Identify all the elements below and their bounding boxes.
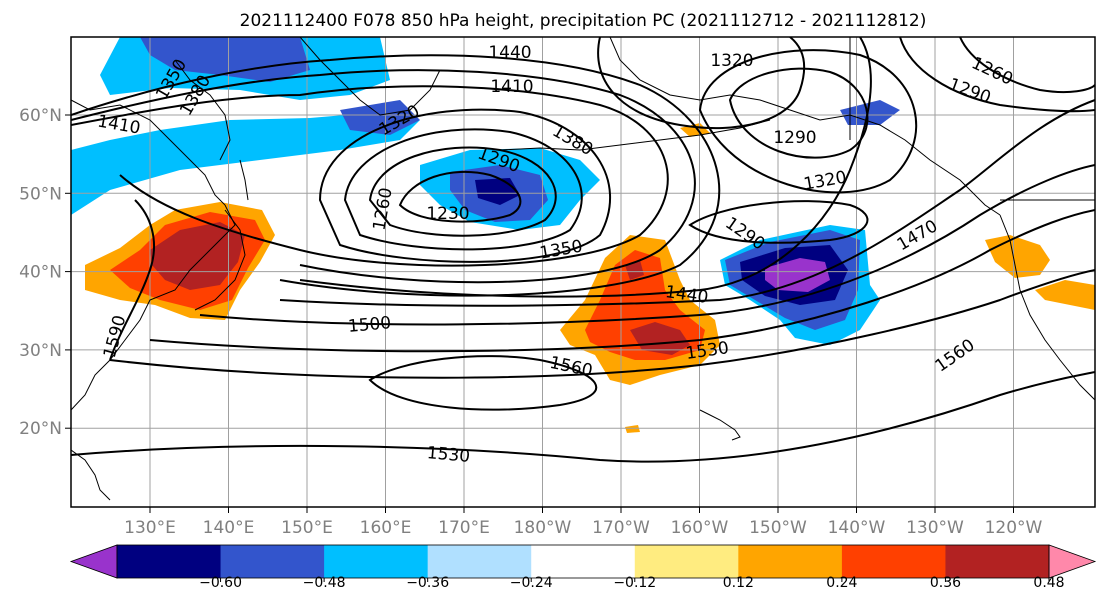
- contour-1320-alaska-ring: [698, 49, 917, 194]
- lon-label: 150°E: [281, 518, 333, 538]
- lon-label: 160°E: [360, 518, 412, 538]
- height-contours: [71, 37, 1095, 463]
- contour-label-1500: 1500: [347, 313, 392, 337]
- lon-label: 170°E: [438, 518, 490, 538]
- coastline-kamchatka: [174, 59, 231, 161]
- colorbar-segment: [427, 545, 532, 578]
- lon-label: 120°W: [985, 518, 1043, 538]
- colorbar-segment: [117, 545, 222, 578]
- lon-label: 130°W: [906, 518, 964, 538]
- contour-1590: [109, 199, 155, 361]
- contour-label-1290-d: 1290: [773, 128, 816, 148]
- lon-label: 160°W: [671, 518, 729, 538]
- coastline-japan: [194, 209, 246, 311]
- colorbar-segment: [945, 545, 1050, 578]
- colorbar-tick-label: −0.12: [613, 575, 656, 591]
- contour-1440: [299, 37, 872, 298]
- contour-1260-northeast: [959, 37, 1095, 94]
- colorbar-tick-label: −0.36: [406, 575, 449, 591]
- contour-label-1440-a: 1440: [488, 43, 531, 63]
- lon-label: 130°E: [124, 518, 176, 538]
- coastline-hawaii: [699, 409, 741, 441]
- contour-1260: [368, 146, 557, 237]
- figure-title: 2021112400 F078 850 hPa height, precipit…: [240, 11, 927, 31]
- contour-1230: [398, 170, 522, 223]
- colorbar-frame: [116, 544, 1050, 579]
- colorbar-segment: [634, 545, 739, 578]
- contour-1320-gulf: [318, 108, 611, 263]
- contour-label-1530-b: 1530: [426, 443, 471, 467]
- darkred-region-central-pacific: [630, 322, 690, 355]
- lat-label: 40°N: [19, 263, 62, 283]
- lon-label: 170°W: [592, 518, 650, 538]
- lon-label: 140°E: [203, 518, 255, 538]
- contour-1290-ne-pacific: [688, 200, 869, 244]
- colorbar-tick-label: 0.36: [930, 575, 961, 591]
- colorbar-tick-label: −0.48: [303, 575, 346, 591]
- contour-1290-alaska: [728, 67, 869, 159]
- contour-1500: [199, 164, 1095, 326]
- coastline-siberia-east: [299, 37, 441, 116]
- orange-region-southwest-us: [1035, 280, 1095, 310]
- blue-region-bering-west: [340, 100, 420, 135]
- negative-precip-regions: [71, 37, 900, 345]
- blue-region-north-asia: [71, 112, 420, 215]
- coastline-philippines: [71, 449, 111, 501]
- latitude-labels: 60°N 50°N 40°N 30°N 20°N: [19, 106, 71, 439]
- lon-label: 140°W: [828, 518, 886, 538]
- precipitation-shading: [71, 37, 1095, 433]
- colorbar-extend-high: [1048, 544, 1097, 579]
- lat-label: 20°N: [19, 419, 62, 439]
- contour-label-1320-a: 1320: [710, 51, 753, 71]
- lat-label: 50°N: [19, 184, 62, 204]
- contour-1530-south: [71, 371, 1095, 463]
- colorbar-tick-label: −0.24: [510, 575, 553, 591]
- colorbar-tick-label: 0.12: [723, 575, 754, 591]
- contour-1350: [71, 85, 669, 267]
- purple-region-northeast-pacific: [765, 258, 830, 292]
- coastline-asia: [71, 99, 236, 411]
- coastline-sakhalin: [239, 159, 249, 201]
- contour-label-1410-a: 1410: [490, 77, 533, 97]
- longitude-labels: 130°E 140°E 150°E 160°E 170°E 180°W 170°W 160°W…: [124, 507, 1043, 538]
- lon-label: 150°W: [749, 518, 807, 538]
- contour-1560-south: [368, 355, 598, 411]
- contour-1290-gulf: [343, 128, 583, 251]
- map-panel: 1440 1410 1320 1260 1290 1380 1350 1410 …: [70, 36, 1096, 508]
- lon-label: 180°W: [514, 518, 572, 538]
- orange-region-west-us: [985, 235, 1050, 278]
- blue-region-alaska: [840, 100, 900, 125]
- contour-1530-north: [149, 209, 1095, 353]
- map-gridlines: [71, 37, 1095, 507]
- colorbar-segment: [531, 545, 636, 578]
- colorbar-segment: [738, 545, 843, 578]
- colorbar: −0.60 −0.48 −0.36 −0.24 −0.12 0.12 0.24 0.36 0.4…: [69, 544, 1097, 591]
- colorbar-segment: [220, 545, 325, 578]
- lat-label: 60°N: [19, 106, 62, 126]
- colorbar-segment: [324, 545, 429, 578]
- contour-1470: [279, 99, 1095, 307]
- colorbar-tick-label: 0.48: [1033, 575, 1064, 591]
- contour-1380: [71, 69, 696, 284]
- colorbar-tick-label: −0.60: [199, 575, 242, 591]
- coastline-alaska: [609, 37, 1001, 216]
- contour-1290-northeast: [899, 37, 1095, 113]
- contour-1560-north: [109, 269, 1095, 379]
- colorbar-segment: [841, 545, 946, 578]
- contour-label-1230: 1230: [426, 204, 469, 224]
- lat-label: 30°N: [19, 341, 62, 361]
- contour-1410: [71, 54, 721, 297]
- coastline-aleutians: [499, 119, 771, 151]
- colorbar-tick-label: 0.24: [826, 575, 857, 591]
- orange-spot-hawaii: [625, 425, 640, 433]
- blue-region-west-pacific: [71, 150, 130, 210]
- colorbar-extend-low: [69, 544, 118, 579]
